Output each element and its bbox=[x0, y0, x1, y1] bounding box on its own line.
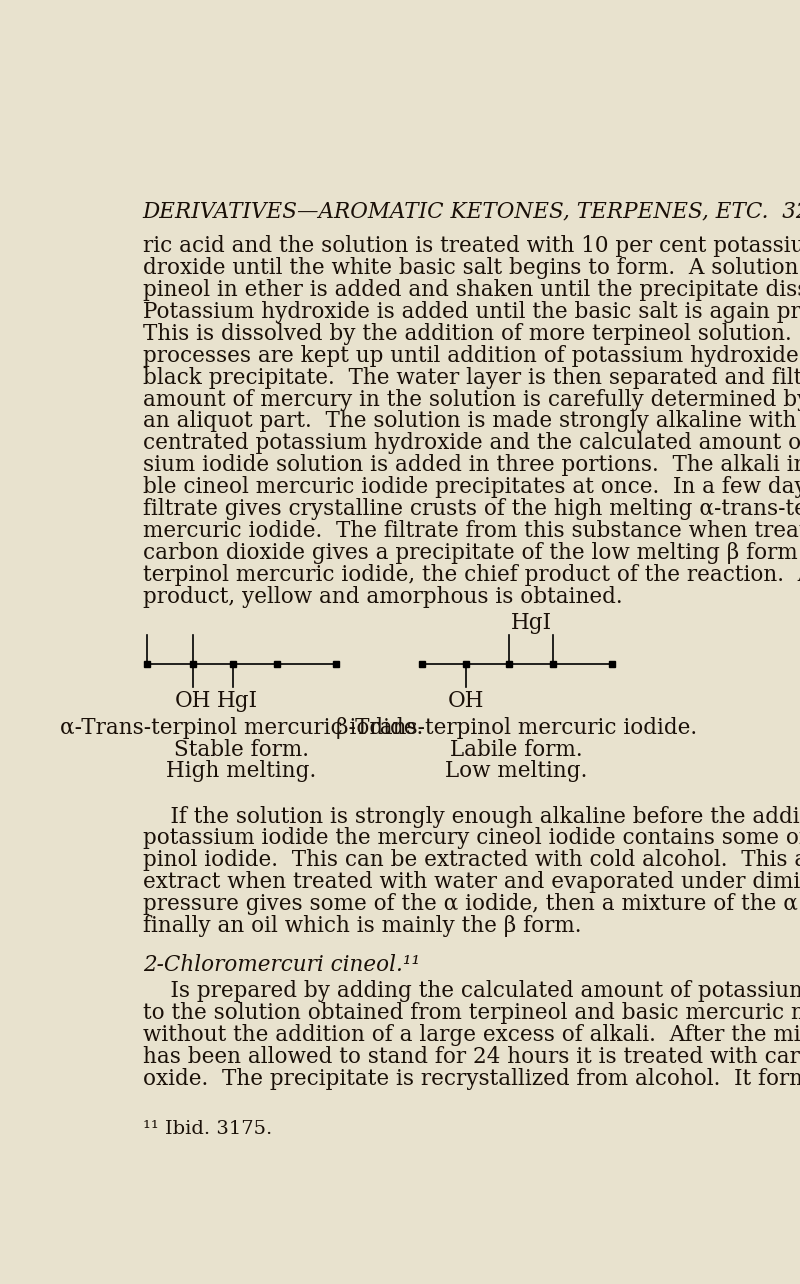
Text: extract when treated with water and evaporated under diminished: extract when treated with water and evap… bbox=[142, 872, 800, 894]
Text: pineol in ether is added and shaken until the precipitate dissolves.: pineol in ether is added and shaken unti… bbox=[142, 279, 800, 300]
Text: ble cineol mercuric iodide precipitates at once.  In a few days the: ble cineol mercuric iodide precipitates … bbox=[142, 476, 800, 498]
Text: 2-Chloromercuri cineol.¹¹: 2-Chloromercuri cineol.¹¹ bbox=[142, 954, 420, 976]
Text: an aliquot part.  The solution is made strongly alkaline with con-: an aliquot part. The solution is made st… bbox=[142, 411, 800, 433]
Text: High melting.: High melting. bbox=[166, 760, 317, 782]
Text: filtrate gives crystalline crusts of the high melting α-trans-terpinol: filtrate gives crystalline crusts of the… bbox=[142, 498, 800, 520]
Text: pressure gives some of the α iodide, then a mixture of the α and β and: pressure gives some of the α iodide, the… bbox=[142, 894, 800, 915]
Text: Is prepared by adding the calculated amount of potassium chloride: Is prepared by adding the calculated amo… bbox=[142, 980, 800, 1002]
Text: ric acid and the solution is treated with 10 per cent potassium hy-: ric acid and the solution is treated wit… bbox=[142, 235, 800, 257]
Text: HgI: HgI bbox=[510, 612, 552, 634]
Text: finally an oil which is mainly the β form.: finally an oil which is mainly the β for… bbox=[142, 915, 581, 937]
Text: Potassium hydroxide is added until the basic salt is again precipitated.: Potassium hydroxide is added until the b… bbox=[142, 300, 800, 322]
Text: β-Trans-terpinol mercuric iodide.: β-Trans-terpinol mercuric iodide. bbox=[336, 716, 697, 738]
Text: If the solution is strongly enough alkaline before the addition of: If the solution is strongly enough alkal… bbox=[142, 805, 800, 827]
Text: Low melting.: Low melting. bbox=[446, 760, 588, 782]
Text: potassium iodide the mercury cineol iodide contains some of the β-ter-: potassium iodide the mercury cineol iodi… bbox=[142, 827, 800, 850]
Text: Labile form.: Labile form. bbox=[450, 738, 583, 760]
Text: ¹¹ Ibid. 3175.: ¹¹ Ibid. 3175. bbox=[142, 1121, 272, 1139]
Text: without the addition of a large excess of alkali.  After the mixture: without the addition of a large excess o… bbox=[142, 1023, 800, 1045]
Text: oxide.  The precipitate is recrystallized from alcohol.  It forms white: oxide. The precipitate is recrystallized… bbox=[142, 1068, 800, 1090]
Text: HgI: HgI bbox=[217, 690, 258, 711]
Text: mercuric iodide.  The filtrate from this substance when treated with: mercuric iodide. The filtrate from this … bbox=[142, 520, 800, 542]
Text: to the solution obtained from terpineol and basic mercuric nitrate: to the solution obtained from terpineol … bbox=[142, 1002, 800, 1023]
Text: processes are kept up until addition of potassium hydroxide gives a: processes are kept up until addition of … bbox=[142, 344, 800, 367]
Text: product, yellow and amorphous is obtained.: product, yellow and amorphous is obtaine… bbox=[142, 586, 622, 609]
Text: α-Trans-terpinol mercuric iodide.: α-Trans-terpinol mercuric iodide. bbox=[60, 716, 423, 738]
Text: carbon dioxide gives a precipitate of the low melting β form of trans-: carbon dioxide gives a precipitate of th… bbox=[142, 542, 800, 564]
Text: terpinol mercuric iodide, the chief product of the reaction.  Another: terpinol mercuric iodide, the chief prod… bbox=[142, 564, 800, 586]
Text: black precipitate.  The water layer is then separated and filtered.  The: black precipitate. The water layer is th… bbox=[142, 367, 800, 389]
Text: OH: OH bbox=[447, 690, 484, 711]
Text: This is dissolved by the addition of more terpineol solution.  These: This is dissolved by the addition of mor… bbox=[142, 322, 800, 344]
Text: Stable form.: Stable form. bbox=[174, 738, 309, 760]
Text: sium iodide solution is added in three portions.  The alkali insolu-: sium iodide solution is added in three p… bbox=[142, 455, 800, 476]
Text: pinol iodide.  This can be extracted with cold alcohol.  This alcoholic: pinol iodide. This can be extracted with… bbox=[142, 850, 800, 872]
Text: OH: OH bbox=[174, 690, 211, 711]
Text: amount of mercury in the solution is carefully determined by analyzing: amount of mercury in the solution is car… bbox=[142, 389, 800, 411]
Text: droxide until the white basic salt begins to form.  A solution of ter-: droxide until the white basic salt begin… bbox=[142, 257, 800, 279]
Text: has been allowed to stand for 24 hours it is treated with carbon di-: has been allowed to stand for 24 hours i… bbox=[142, 1045, 800, 1068]
Text: DERIVATIVES—AROMATIC KETONES, TERPENES, ETC.  327: DERIVATIVES—AROMATIC KETONES, TERPENES, … bbox=[142, 200, 800, 222]
Text: centrated potassium hydroxide and the calculated amount of potas-: centrated potassium hydroxide and the ca… bbox=[142, 433, 800, 455]
